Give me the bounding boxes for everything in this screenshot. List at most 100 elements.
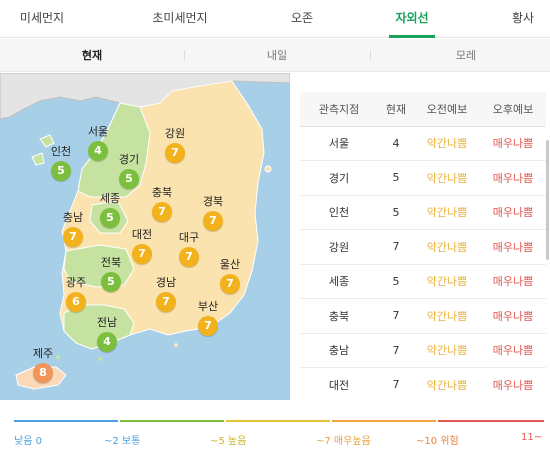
uv-badge: 7	[63, 227, 83, 247]
uv-badge: 7	[198, 316, 218, 336]
tab-yellow-dust[interactable]: 황사	[511, 11, 535, 25]
uv-badge: 4	[97, 332, 117, 352]
region-name: 전남	[96, 316, 118, 329]
table-row: 세종 5 약간나쁨 매우나쁨	[300, 264, 546, 299]
cell-am: 약간나쁨	[414, 298, 480, 334]
uv-badge: 6	[66, 292, 86, 312]
region-name: 경남	[155, 276, 177, 289]
forecast-table: 관측지점 현재 오전예보 오후예보 서울 4 약간나쁨 매우나쁨 경기 5 약간나쁨 매우나…	[300, 92, 546, 400]
table-row: 경기 5 약간나쁨 매우나쁨	[300, 160, 546, 196]
cell-site: 인천	[300, 195, 378, 230]
legend-label-very-high: ~7 매우높음	[316, 436, 371, 447]
region-sejong[interactable]: 세종 5	[80, 192, 140, 228]
tab-ozone[interactable]: 오존	[290, 11, 314, 25]
cell-am: 약간나쁨	[414, 195, 480, 230]
region-name: 대전	[131, 228, 153, 241]
tab-fine-dust[interactable]: 미세먼지	[19, 11, 65, 25]
cell-site: 세종	[300, 264, 378, 299]
cell-am: 약간나쁨	[414, 160, 480, 196]
region-name: 인천	[50, 145, 72, 158]
region-gwangju[interactable]: 광주 6	[46, 276, 106, 312]
region-chungnam[interactable]: 충남 7	[43, 211, 103, 247]
legend-label-high: ~5 높음	[210, 436, 247, 447]
legend-label-danger: ~10 위험	[416, 436, 459, 447]
cell-now: 4	[378, 126, 414, 161]
cell-am: 약간나쁨	[414, 367, 480, 400]
tab-tomorrow[interactable]: 내일	[266, 49, 288, 62]
region-gyeonggi[interactable]: 경기 5	[99, 153, 159, 189]
legend-bar-danger	[438, 420, 544, 422]
col-header-now: 현재	[378, 92, 414, 127]
region-jeonbuk[interactable]: 전북 5	[81, 256, 141, 292]
divider	[184, 50, 185, 61]
uv-badge: 5	[51, 161, 71, 181]
uv-badge: 7	[156, 292, 176, 312]
cell-pm: 매우나쁨	[480, 160, 546, 196]
table-row: 강원 7 약간나쁨 매우나쁨	[300, 229, 546, 265]
region-gangwon[interactable]: 강원 7	[145, 127, 205, 163]
region-daejeon[interactable]: 대전 7	[112, 228, 172, 264]
top-tabs: 미세먼지 초미세먼지 오존 자외선 황사	[0, 0, 550, 38]
tab-ultrafine-dust[interactable]: 초미세먼지	[152, 11, 208, 25]
legend-bar-high	[226, 420, 330, 422]
region-jeonnam[interactable]: 전남 4	[77, 316, 137, 352]
region-busan[interactable]: 부산 7	[178, 300, 238, 336]
cell-pm: 매우나쁨	[480, 195, 546, 230]
region-daegu[interactable]: 대구 7	[159, 231, 219, 267]
region-name: 광주	[65, 276, 87, 289]
station-table: 관측지점 현재 오전예보 오후예보 서울 4 약간나쁨 매우나쁨 경기 5 약간나쁨 매우나…	[300, 92, 546, 400]
region-gyeongnam[interactable]: 경남 7	[136, 276, 196, 312]
cell-pm: 매우나쁨	[480, 126, 546, 161]
region-name: 부산	[197, 300, 219, 313]
region-chungbuk[interactable]: 충북 7	[132, 186, 192, 222]
tab-today[interactable]: 현재	[81, 49, 103, 62]
cell-site: 경기	[300, 160, 378, 196]
uv-badge: 5	[119, 169, 139, 189]
uv-badge: 8	[33, 363, 53, 383]
tab-uv[interactable]: 자외선	[389, 0, 435, 38]
region-name: 대구	[178, 231, 200, 244]
cell-am: 약간나쁨	[414, 126, 480, 161]
cell-site: 서울	[300, 126, 378, 161]
col-header-pm: 오후예보	[480, 92, 546, 127]
table-row: 대전 7 약간나쁨 매우나쁨	[300, 367, 546, 400]
day-tabs: 현재 내일 모레	[0, 39, 550, 72]
cell-site: 강원	[300, 229, 378, 265]
cell-now: 5	[378, 195, 414, 230]
region-name: 충남	[62, 211, 84, 224]
table-row: 충남 7 약간나쁨 매우나쁨	[300, 333, 546, 368]
region-jeju[interactable]: 제주 8	[13, 347, 73, 383]
legend-bar-normal	[120, 420, 224, 422]
uv-badge: 7	[132, 244, 152, 264]
cell-now: 7	[378, 229, 414, 265]
uv-badge: 7	[179, 247, 199, 267]
col-header-am: 오전예보	[414, 92, 480, 127]
region-gyeongbuk[interactable]: 경북 7	[183, 195, 243, 231]
cell-pm: 매우나쁨	[480, 333, 546, 368]
tab-day-after-tomorrow[interactable]: 모레	[455, 49, 477, 62]
table-scrollbar[interactable]	[546, 140, 549, 260]
region-name: 서울	[87, 125, 109, 138]
cell-pm: 매우나쁨	[480, 229, 546, 265]
region-seoul[interactable]: 서울 4	[68, 125, 128, 161]
cell-site: 충북	[300, 298, 378, 334]
cell-am: 약간나쁨	[414, 264, 480, 299]
region-name: 세종	[99, 192, 121, 205]
legend-label-low: 낮음 0	[14, 436, 42, 447]
uv-badge: 7	[220, 274, 240, 294]
col-header-site: 관측지점	[300, 92, 378, 127]
cell-pm: 매우나쁨	[480, 298, 546, 334]
region-name: 경기	[118, 153, 140, 166]
region-incheon[interactable]: 인천 5	[31, 145, 91, 181]
cell-now: 7	[378, 333, 414, 368]
legend-bar-low	[14, 420, 118, 422]
divider	[370, 50, 371, 61]
cell-site: 충남	[300, 333, 378, 368]
cell-pm: 매우나쁨	[480, 264, 546, 299]
korea-map: 서울 4 강원 7 인천 5 경기 5 세종 5 충북 7 경북 7 충남 7 대전 7 대구 7 …	[0, 73, 290, 400]
region-name: 경북	[202, 195, 224, 208]
region-ulsan[interactable]: 울산 7	[200, 258, 260, 294]
uv-badge: 4	[88, 141, 108, 161]
cell-now: 5	[378, 160, 414, 196]
region-name: 강원	[164, 127, 186, 140]
